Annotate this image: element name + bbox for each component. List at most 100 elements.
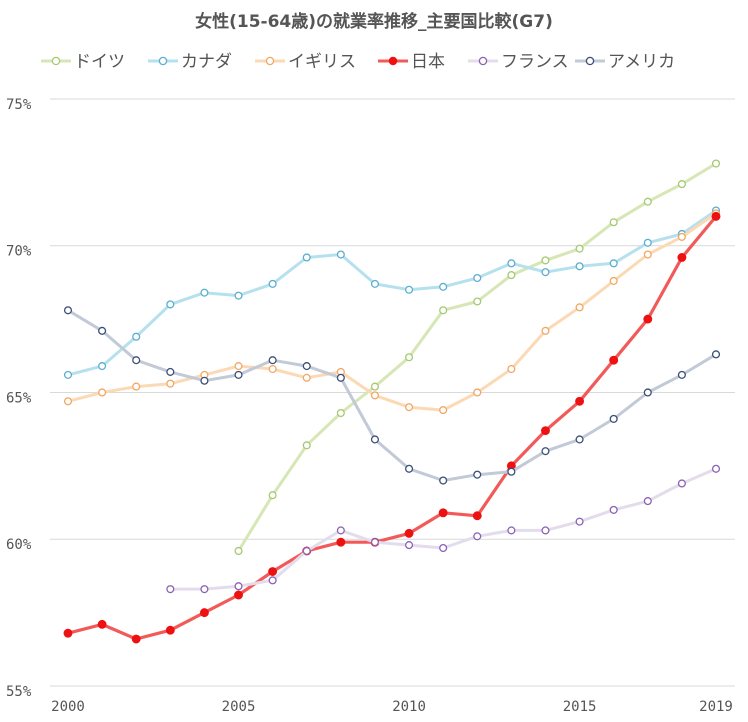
data-point: [336, 537, 346, 547]
data-point: [677, 232, 686, 241]
data-point: [132, 332, 141, 341]
legend-item-3: イギリス: [255, 52, 356, 72]
data-point: [404, 528, 414, 538]
data-point: [234, 582, 243, 591]
data-point: [609, 218, 618, 227]
data-point: [405, 541, 414, 550]
data-point: [711, 159, 721, 168]
data-point: [439, 406, 448, 415]
x-tick-label: 2010: [392, 699, 426, 715]
data-point: [166, 367, 175, 376]
legend-item-1: ドイツ: [41, 52, 125, 72]
y-axis: 55% 60% 65% 70% 75%: [6, 97, 32, 700]
data-point: [473, 273, 482, 283]
data-point: [234, 291, 243, 300]
data-point: [643, 497, 652, 506]
data-point: [63, 628, 73, 638]
data-point: [234, 362, 243, 371]
data-point: [439, 476, 448, 485]
series-line: [66, 209, 718, 377]
legend-label: フランス: [501, 52, 569, 72]
series-4: [63, 211, 721, 644]
data-point: [405, 285, 414, 294]
data-point: [200, 376, 209, 385]
data-point: [439, 543, 448, 553]
data-point: [97, 619, 107, 629]
data-point: [473, 297, 482, 306]
data-point: [336, 408, 345, 418]
data-point: [370, 435, 379, 444]
data-point: [370, 279, 379, 288]
x-tick-label: 2019: [699, 699, 733, 715]
data-point: [507, 364, 516, 374]
data-point: [370, 391, 379, 400]
data-point: [166, 300, 175, 309]
series-6: [63, 306, 721, 485]
plot-area: [63, 159, 721, 644]
data-point: [131, 634, 141, 644]
data-point: [643, 250, 652, 259]
series-line: [66, 211, 718, 412]
data-point: [711, 464, 721, 473]
data-point: [336, 526, 345, 535]
data-point: [268, 567, 278, 576]
legend-item-6: アメリカ: [575, 52, 675, 72]
data-point: [302, 373, 311, 382]
series-3: [63, 209, 721, 415]
data-point: [507, 467, 516, 476]
legend-item-5: フランス: [468, 52, 569, 72]
data-point: [438, 508, 448, 518]
legend-marker-swatch: [585, 56, 595, 66]
data-point: [609, 505, 618, 514]
y-tick-label: 60%: [6, 537, 32, 553]
data-point: [575, 244, 584, 253]
data-point: [200, 585, 209, 594]
data-point: [473, 388, 482, 397]
legend-label: カナダ: [181, 52, 232, 72]
data-point: [439, 282, 448, 291]
data-point: [711, 350, 721, 359]
data-point: [643, 388, 652, 397]
data-point: [473, 470, 482, 479]
data-point: [473, 532, 482, 541]
legend: ドイツ カナダ イギリス 日本 フランス アメリカ: [41, 52, 675, 72]
data-point: [165, 625, 175, 635]
data-point: [609, 355, 619, 365]
data-point: [268, 279, 277, 288]
data-point: [132, 356, 141, 365]
data-point: [541, 268, 550, 277]
series-5: [166, 464, 721, 594]
data-point: [166, 585, 175, 594]
data-point: [677, 370, 686, 379]
legend-marker-swatch: [51, 56, 61, 66]
data-point: [677, 253, 687, 262]
series-1: [234, 159, 721, 556]
data-point: [63, 306, 73, 315]
y-tick-label: 55%: [6, 684, 32, 700]
data-point: [609, 276, 618, 285]
data-point: [336, 373, 345, 382]
data-point: [370, 382, 379, 391]
data-point: [439, 306, 448, 315]
legend-marker-swatch: [265, 56, 275, 66]
data-point: [575, 262, 584, 271]
data-point: [541, 326, 550, 335]
data-point: [234, 370, 243, 379]
data-point: [541, 426, 550, 436]
y-tick-label: 75%: [6, 97, 32, 113]
data-point: [63, 370, 73, 379]
x-tick-label: 2015: [563, 699, 597, 715]
data-point: [472, 511, 482, 521]
chart-title: 女性(15-64歳)の就業率推移_主要国比較(G7): [195, 11, 553, 32]
data-point: [643, 314, 653, 324]
data-point: [370, 538, 379, 547]
data-point: [609, 259, 618, 268]
data-point: [302, 362, 311, 371]
legend-marker-swatch: [158, 56, 168, 66]
data-point: [507, 526, 516, 535]
data-point: [575, 435, 584, 444]
data-point: [199, 608, 209, 618]
data-point: [405, 403, 414, 412]
data-point: [541, 526, 550, 535]
data-point: [541, 256, 550, 265]
